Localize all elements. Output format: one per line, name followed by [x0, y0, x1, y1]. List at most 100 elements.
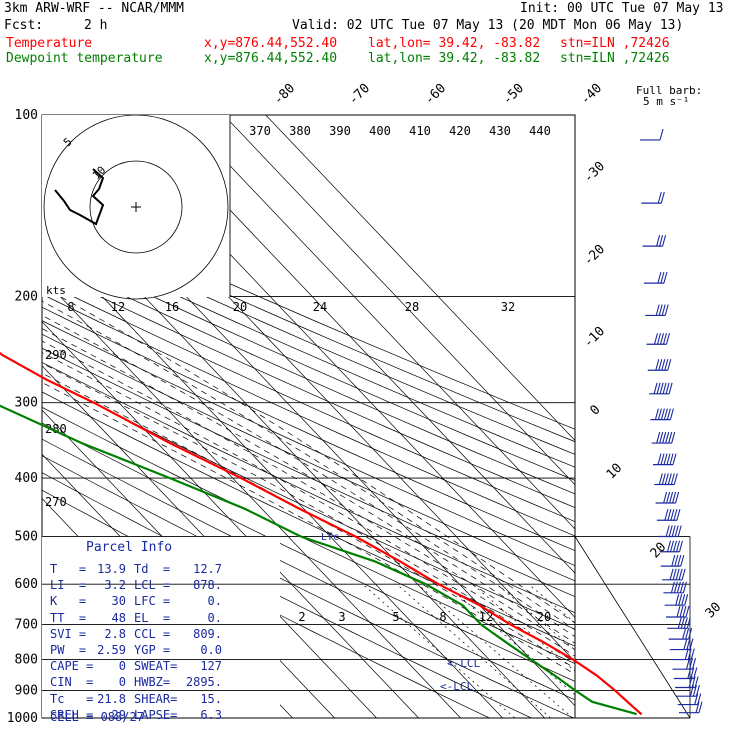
wind-barb [650, 408, 674, 421]
parcel-row-v2: 0. [207, 610, 222, 625]
wind-barb [656, 509, 681, 521]
parcel-row-v2: 127 [200, 659, 222, 674]
temperature-xy: x,y=876.44,552.40 [204, 36, 338, 51]
wind-barb [671, 648, 695, 661]
mixing-ratio-label: 5 [392, 610, 399, 624]
pressure-tick-label: 1000 [7, 711, 38, 726]
wind-barb [653, 453, 677, 466]
isotherm-line [42, 232, 503, 718]
parcel-row-v1: 48 [111, 610, 126, 625]
pressure-tick-label: 800 [15, 653, 38, 668]
wind-barb [664, 594, 689, 606]
dry-adiabat-line [42, 280, 575, 523]
mixing-ratio-label: 20 [537, 610, 551, 624]
temperature-point [298, 508, 301, 510]
temperature-latlon: lat,lon= 39.42, -83.82 [368, 36, 541, 51]
temperature-point [478, 604, 481, 606]
dewpoint-stn: stn=ILN ,72426 [560, 51, 670, 66]
wind-barb [659, 540, 684, 553]
parcel-row-v1: 3.2 [104, 578, 126, 593]
mixing-ratio-line [445, 583, 575, 696]
wind-barb [675, 676, 699, 689]
theta-label: 370 [249, 124, 271, 138]
isotherm-line [265, 115, 575, 442]
temperature-legend-label: Temperature [6, 36, 93, 51]
wind-barb [646, 333, 671, 345]
parcel-row-l2: CCL = [134, 626, 171, 641]
isotherm-tick-label: -80 [271, 81, 298, 108]
dry-adiabat-line [42, 268, 575, 508]
isotherm-line [139, 115, 575, 574]
dry-adiabat-line [42, 306, 575, 552]
moist-adiabat-line [42, 300, 575, 631]
temperature-point [437, 583, 440, 586]
wind-barb [663, 581, 687, 594]
dry-adiabat-line [42, 422, 575, 682]
mixing-ratio-label: 12 [479, 610, 493, 624]
dewpoint-point [480, 623, 482, 626]
parcel-row-l1: TT = [50, 610, 87, 625]
dry-adiabat-line [42, 220, 575, 455]
theta-label: 400 [369, 124, 391, 138]
parcel-row-v1: 2.59 [97, 643, 126, 657]
mixing-ratio-label: 3 [338, 610, 345, 624]
parcel-row-l2: LFC = [134, 594, 171, 609]
hodograph-speed-label: 8 [67, 300, 74, 314]
temperature-point [46, 379, 48, 381]
wind-barb [662, 568, 686, 581]
wind-barb [679, 701, 703, 714]
parcel-row-v2: 15. [200, 691, 222, 706]
dewpoint-point [505, 641, 508, 644]
parcel-row-l1: PW = [50, 643, 87, 657]
wind-barb [647, 359, 672, 371]
temperature-point [509, 623, 512, 626]
parcel-row-v2: 0.0 [200, 643, 222, 657]
theta-label: 390 [329, 124, 351, 138]
mixing-ratio-line [528, 583, 575, 624]
dry-adiabat-line [42, 362, 575, 614]
isotherm-tick-label: -70 [346, 81, 373, 108]
parcel-row-l2: HWBZ= [134, 675, 171, 690]
isotherm-tick-label: 10 [604, 461, 626, 483]
pressure-tick-label: 400 [15, 471, 38, 486]
dewpoint-point [591, 700, 594, 703]
parcel-row-l2: LAPSE= [134, 707, 178, 722]
dry-adiabat-line [42, 209, 575, 443]
dry-adiabat-line [42, 198, 575, 430]
parcel-info-box [42, 536, 280, 719]
lfc-label: Lfc [321, 532, 339, 543]
parcel-row-l2: SWEAT= [134, 659, 178, 674]
dewpoint-point [635, 713, 637, 715]
temperature-point [354, 535, 357, 538]
wind-barb [672, 658, 697, 670]
parcel-row-l2: YGP = [134, 643, 171, 657]
isotherm-tick-label: -40 [578, 81, 605, 108]
lcl-label: <-LCL [440, 680, 473, 693]
lcl-label: <-LCL [447, 657, 480, 670]
temperature-point [572, 658, 574, 661]
temperature-line [0, 351, 642, 715]
parcel-row-v2: 878. [193, 578, 222, 593]
parcel-row-l1: Tc = [50, 691, 94, 706]
parcel-row-l1: T = [50, 562, 87, 576]
dry-adiabat-line [42, 293, 575, 537]
dewpoint-point [530, 658, 532, 661]
wind-barb [654, 473, 678, 486]
wind-barb [660, 555, 685, 567]
mixing-ratio-line [396, 583, 551, 718]
dewpoint-point [574, 689, 576, 692]
dry-adiabat-label: 270 [45, 495, 67, 509]
hodograph-ring [89, 160, 183, 254]
dewpoint-point [374, 560, 376, 563]
wind-barb [668, 628, 693, 640]
parcel-row-l1: LI = [50, 578, 87, 593]
valid-time: Valid: 02 UTC Tue 07 May 13 (20 MDT Mon … [292, 18, 684, 33]
dry-adiabat-line [42, 333, 575, 582]
temperature-point [640, 713, 643, 715]
parcel-row-v1: 21.8 [97, 691, 126, 706]
mixing-ratio-label: 8 [439, 610, 446, 624]
wind-barb [645, 304, 669, 317]
isotherm-tick-label: -60 [422, 81, 449, 108]
theta-label: 380 [289, 124, 311, 138]
